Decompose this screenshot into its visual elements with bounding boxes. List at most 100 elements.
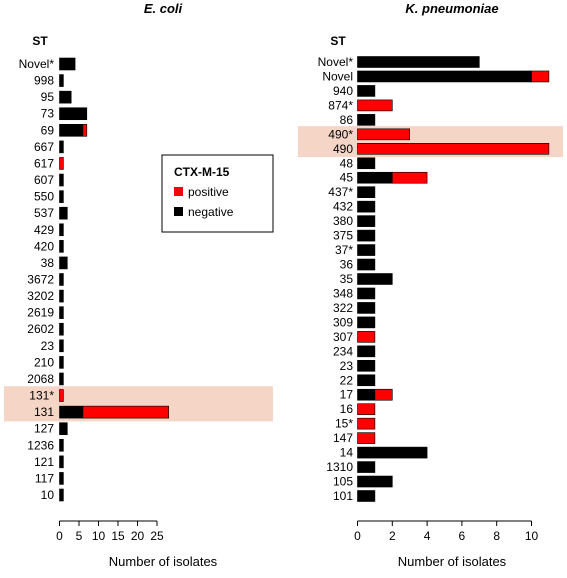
panel-1-bar-negative — [357, 215, 376, 227]
panel-1-bar-positive — [391, 171, 428, 184]
panel-0-bar-negative — [59, 124, 84, 137]
panel-1-bar-negative — [357, 56, 480, 68]
panel-0-category-label: Novel* — [19, 57, 55, 71]
panel-0-bar-negative — [59, 356, 64, 369]
panel-1-category-label: 1310 — [326, 460, 353, 474]
panel-1-category-label: 309 — [333, 315, 353, 329]
panel-1-bar-negative — [357, 316, 376, 329]
panel-1-x-tick-label: 10 — [525, 529, 539, 543]
panel-0-bar-positive — [59, 389, 64, 402]
panel-1-category-label: 45 — [340, 171, 354, 185]
panel-1-bar-positive — [531, 70, 550, 83]
panel-1-category-label: 147 — [333, 431, 353, 445]
panel-0-bar-negative — [59, 339, 64, 353]
legend: CTX-M-15 positive negative — [161, 154, 274, 233]
panel-1-bar-negative — [357, 157, 376, 170]
panel-0-bar-negative — [59, 90, 72, 104]
panel-1-x-tick-label: 0 — [354, 529, 361, 543]
panel-0-bar-negative — [59, 240, 64, 253]
panel-1-category-label: 17 — [340, 388, 354, 402]
panel-1-bar-positive — [357, 403, 376, 416]
panel-0-x-tick-label: 15 — [111, 529, 125, 543]
panel-0-category-label: 2602 — [27, 322, 54, 336]
panel-1-category-label: 490* — [328, 127, 353, 141]
panel-0-x-tick-label: 10 — [92, 529, 106, 543]
panel-0-category-label: 73 — [41, 107, 55, 121]
panel-1-category-label: 15* — [335, 417, 353, 431]
panel-0-bar-negative — [59, 422, 68, 435]
panel-1-category-label: 437* — [328, 185, 353, 199]
panel-0-bar-negative — [59, 190, 64, 203]
panel-1-category-label: 105 — [333, 475, 353, 489]
panel-0-bar-negative — [59, 206, 68, 220]
panel-1-bar-negative — [357, 85, 376, 97]
legend-swatch-negative — [174, 207, 183, 216]
panel-0-bar-positive — [82, 124, 88, 137]
panel-1-category-label: 322 — [333, 301, 353, 315]
panel-1-bar-negative — [357, 273, 393, 285]
panel-1-bar-negative — [357, 345, 376, 358]
panel-0-category-label: 131* — [29, 389, 54, 403]
panel-1-category-label: 22 — [340, 373, 354, 387]
panel-0-category-label: 23 — [41, 339, 55, 353]
panel-1-category-label: 86 — [340, 113, 354, 127]
panel-0-category-label: 210 — [34, 355, 54, 369]
panel-1-x-tick-label: 6 — [459, 529, 466, 543]
panel-0-category-label: 429 — [34, 223, 54, 237]
panel-0-st-header: ST — [32, 34, 48, 48]
panel-1-bar-negative — [357, 302, 376, 314]
panel-1-category-label: 16 — [340, 402, 354, 416]
panel-1-category-label: 48 — [340, 156, 354, 170]
panel-0-category-label: 3672 — [27, 273, 54, 287]
panel-0-title: E. coli — [144, 1, 183, 16]
panel-1: K. pneumoniaeSTNovel*Novel940874*86490*4… — [298, 1, 563, 569]
panel-0-category-label: 38 — [41, 256, 55, 270]
panel-0-category-label: 117 — [35, 471, 54, 485]
panel-0-category-label: 420 — [34, 239, 54, 253]
panel-1-category-label: Novel* — [318, 55, 354, 69]
panel-1-category-label: 307 — [333, 330, 353, 344]
panel-1-category-label: 432 — [333, 200, 353, 214]
panel-0-category-label: 95 — [41, 90, 55, 104]
panel-1-category-label: 348 — [333, 286, 353, 300]
panel-0-bar-negative — [59, 306, 64, 319]
panel-1-bar-negative — [357, 359, 376, 372]
panel-1-category-label: 101 — [333, 489, 353, 503]
panel-1-bar-negative — [357, 374, 376, 387]
panel-0-category-label: 127 — [34, 422, 54, 436]
panel-1-x-axis-label: Number of isolates — [398, 554, 507, 569]
panel-1-bar-positive — [374, 388, 393, 401]
legend-label-negative: negative — [188, 205, 234, 219]
panel-1-category-label: 35 — [340, 272, 354, 286]
panel-1-st-header: ST — [330, 34, 346, 48]
panel-1-bar-positive — [357, 99, 393, 112]
panel-1-category-label: 874* — [328, 98, 353, 112]
panel-1-category-label: 380 — [333, 214, 353, 228]
panel-0-category-label: 10 — [41, 488, 55, 502]
panel-1-bar-negative — [357, 114, 376, 126]
panel-0-category-label: 537 — [34, 206, 54, 220]
panel-0-category-label: 550 — [34, 190, 54, 204]
panel-1-bar-negative — [357, 258, 376, 271]
panel-0-bar-negative — [59, 322, 64, 336]
panel-0-bar-negative — [59, 438, 64, 452]
panel-1-bar-negative — [357, 200, 376, 213]
panel-0-x-tick-label: 25 — [150, 529, 164, 543]
panel-0-bar-negative — [59, 74, 64, 87]
panel-0-category-label: 2619 — [27, 306, 54, 320]
panel-1-x-tick-label: 2 — [389, 529, 396, 543]
panel-0-bar-negative — [59, 273, 64, 286]
panel-1-category-label: 23 — [340, 359, 354, 373]
panel-1-bar-negative — [357, 475, 393, 488]
panel-1-category-label: 490 — [333, 142, 353, 156]
panel-0-category-label: 617 — [34, 156, 54, 170]
panel-1-x-tick-label: 4 — [424, 529, 431, 543]
panel-1-bar-negative — [357, 171, 393, 184]
panel-1-bar-negative — [357, 388, 376, 401]
panel-1-bar-negative — [357, 287, 376, 300]
panel-1-category-label: 234 — [333, 344, 353, 358]
panel-0-category-label: 607 — [34, 173, 54, 187]
legend-title: CTX-M-15 — [174, 165, 230, 179]
